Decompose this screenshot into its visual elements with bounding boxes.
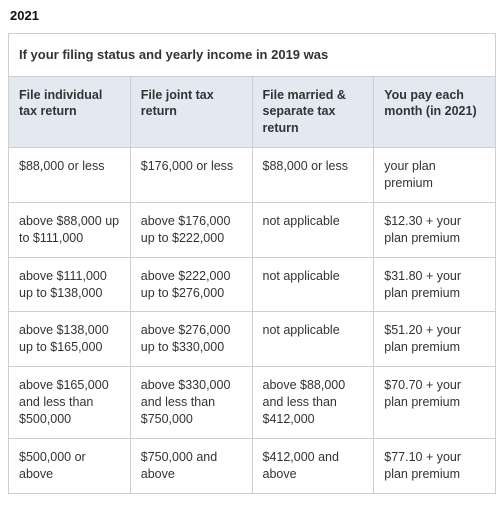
cell-joint: above $276,000 up to $330,000 [130, 312, 252, 367]
cell-joint: $176,000 or less [130, 148, 252, 203]
col-header-individual: File individual tax return [9, 76, 131, 148]
cell-pay: $70.70 + your plan premium [374, 367, 496, 439]
cell-married-separate: not applicable [252, 312, 374, 367]
cell-individual: above $88,000 up to $111,000 [9, 202, 131, 257]
income-premium-table: If your filing status and yearly income … [8, 33, 496, 494]
year-heading: 2021 [10, 8, 496, 23]
table-header-row: File individual tax return File joint ta… [9, 76, 496, 148]
cell-individual: above $111,000 up to $138,000 [9, 257, 131, 312]
col-header-joint: File joint tax return [130, 76, 252, 148]
table-row: above $138,000 up to $165,000 above $276… [9, 312, 496, 367]
cell-pay: $31.80 + your plan premium [374, 257, 496, 312]
cell-married-separate: not applicable [252, 202, 374, 257]
table-row: $88,000 or less $176,000 or less $88,000… [9, 148, 496, 203]
table-caption-row: If your filing status and yearly income … [9, 34, 496, 77]
table-caption: If your filing status and yearly income … [9, 34, 496, 77]
table-row: $500,000 or above $750,000 and above $41… [9, 438, 496, 493]
table-row: above $88,000 up to $111,000 above $176,… [9, 202, 496, 257]
cell-joint: $750,000 and above [130, 438, 252, 493]
cell-individual: above $138,000 up to $165,000 [9, 312, 131, 367]
col-header-married-separate: File married & separate tax return [252, 76, 374, 148]
table-row: above $111,000 up to $138,000 above $222… [9, 257, 496, 312]
cell-married-separate: $88,000 or less [252, 148, 374, 203]
cell-pay: $77.10 + your plan premium [374, 438, 496, 493]
cell-pay: your plan premium [374, 148, 496, 203]
cell-married-separate: above $88,000 and less than $412,000 [252, 367, 374, 439]
cell-married-separate: $412,000 and above [252, 438, 374, 493]
cell-joint: above $222,000 up to $276,000 [130, 257, 252, 312]
cell-joint: above $176,000 up to $222,000 [130, 202, 252, 257]
cell-individual: $500,000 or above [9, 438, 131, 493]
col-header-pay: You pay each month (in 2021) [374, 76, 496, 148]
cell-pay: $12.30 + your plan premium [374, 202, 496, 257]
table-row: above $165,000 and less than $500,000 ab… [9, 367, 496, 439]
cell-married-separate: not applicable [252, 257, 374, 312]
cell-joint: above $330,000 and less than $750,000 [130, 367, 252, 439]
cell-pay: $51.20 + your plan premium [374, 312, 496, 367]
cell-individual: $88,000 or less [9, 148, 131, 203]
cell-individual: above $165,000 and less than $500,000 [9, 367, 131, 439]
